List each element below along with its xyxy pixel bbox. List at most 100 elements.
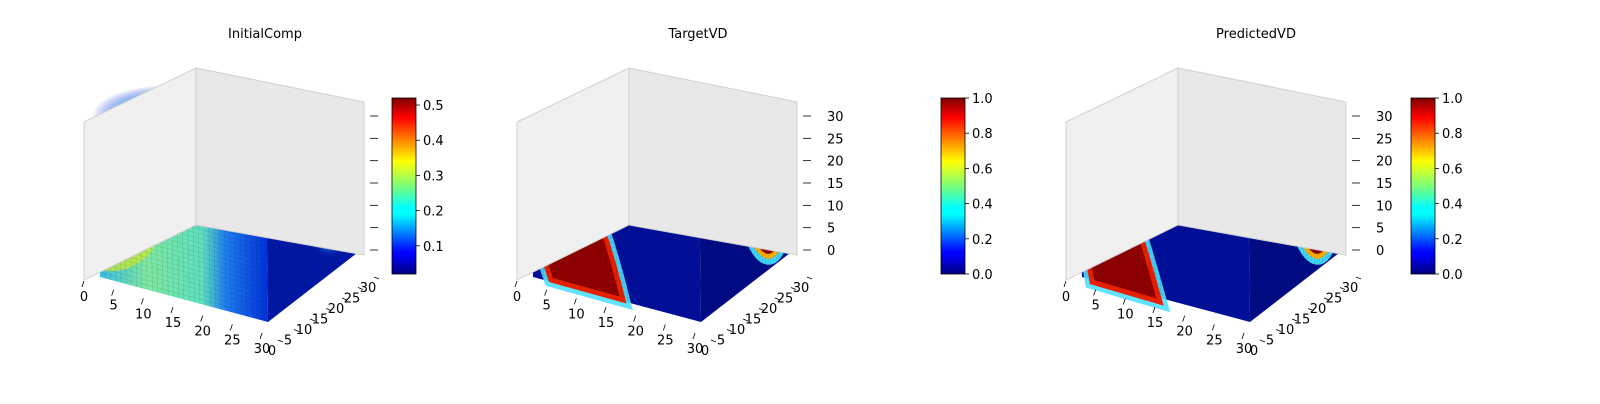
colorbar-tick-label: 0.1 [423,240,444,255]
colorbar-tick-label: 0.3 [423,169,444,184]
x-tick-mark [663,324,665,330]
x-tick-label: 25 [1206,333,1223,348]
back-wall-right [629,68,797,255]
z-tick-label: 30 [1376,110,1393,125]
x-tick-label: 0 [1062,290,1070,305]
colorbar-1: 0.00.20.40.60.81.0 [941,92,993,283]
x-tick-mark [545,290,547,296]
x-tick-label: 0 [80,290,88,305]
colorbar-tick-label: 1.0 [1442,92,1463,107]
x-tick-mark [1183,316,1185,322]
back-wall-right [1178,68,1346,255]
x-tick-mark [574,298,576,304]
y-tick-label: 30 [1342,281,1359,296]
colorbar-gradient [1411,98,1435,274]
x-tick-label: 10 [1117,307,1134,322]
z-tick-label: 25 [827,132,844,147]
y-tick-mark [807,277,812,279]
x-tick-mark [171,307,173,313]
x-tick-label: 15 [598,316,615,331]
x-tick-mark [260,333,262,339]
y-tick-mark [1356,277,1361,279]
colorbar-tick-label: 0.2 [972,233,993,248]
z-tick-label: 0 [1376,244,1384,259]
y-tick-label: 0 [268,344,276,359]
x-tick-mark [693,333,695,339]
y-tick-label: 15 [1294,313,1311,328]
y-tick-label: 10 [296,323,313,338]
x-tick-label: 5 [543,299,551,314]
y-tick-label: 10 [1278,323,1295,338]
colorbar-tick-label: 0.4 [1442,198,1463,213]
x-tick-label: 5 [110,299,118,314]
z-tick-label: 30 [827,110,844,125]
x-tick-mark [1064,281,1066,287]
colorbar-tick-label: 0.6 [1442,162,1463,177]
z-tick-label: 20 [827,155,844,170]
colorbar-tick-label: 0.4 [972,198,993,213]
y-tick-label: 15 [745,313,762,328]
y-tick-label: 5 [284,334,292,349]
x-tick-label: 10 [568,307,585,322]
y-tick-label: 15 [312,313,329,328]
y-tick-mark [278,340,283,342]
x-tick-mark [201,316,203,322]
z-tick-label: 5 [1376,222,1384,237]
z-tick-label: 10 [1376,199,1393,214]
y-tick-label: 30 [360,281,377,296]
colorbar-tick-label: 1.0 [972,92,993,107]
x-tick-label: 5 [1092,299,1100,314]
y-tick-mark [374,277,379,279]
y-tick-label: 30 [793,281,810,296]
x-tick-mark [1212,324,1214,330]
z-tick-label: 20 [1376,155,1393,170]
x-tick-mark [1153,307,1155,313]
y-tick-mark [711,340,716,342]
x-tick-mark [82,281,84,287]
x-tick-label: 20 [1176,325,1193,340]
panel-title-initialcomp: InitialComp [228,27,302,42]
colorbar-tick-label: 0.8 [1442,127,1463,142]
z-tick-label: 0 [827,244,835,259]
y-tick-label: 25 [1326,292,1343,307]
z-tick-label: 15 [827,177,844,192]
x-tick-mark [1242,333,1244,339]
panel-title-predictedvd: PredictedVD [1216,27,1296,42]
x-tick-label: 25 [657,333,674,348]
y-tick-label: 5 [1266,334,1274,349]
y-tick-label: 10 [729,323,746,338]
x-tick-label: 0 [513,290,521,305]
y-tick-label: 5 [717,334,725,349]
x-tick-mark [112,290,114,296]
x-tick-mark [230,324,232,330]
back-wall-right [196,68,364,255]
x-tick-mark [604,307,606,313]
z-tick-label: 15 [1376,177,1393,192]
y-tick-label: 25 [344,292,361,307]
x-tick-mark [634,316,636,322]
colorbar-0: 0.10.20.30.40.5 [392,98,444,274]
y-tick-label: 25 [777,292,794,307]
colorbar-tick-label: 0.2 [423,205,444,220]
y-tick-label: 20 [1310,302,1327,317]
colorbar-2: 0.00.20.40.60.81.0 [1411,92,1463,283]
y-tick-label: 0 [701,344,709,359]
x-tick-label: 15 [165,316,182,331]
y-tick-label: 20 [761,302,778,317]
panel-title-targetvd: TargetVD [668,27,727,42]
x-tick-mark [1123,298,1125,304]
x-tick-label: 10 [135,307,152,322]
x-tick-mark [515,281,517,287]
y-tick-mark [1260,340,1265,342]
colorbar-tick-label: 0.4 [423,134,444,149]
y-tick-label: 0 [1250,344,1258,359]
colorbar-tick-label: 0.8 [972,127,993,142]
x-tick-mark [141,298,143,304]
z-tick-label: 10 [827,199,844,214]
x-tick-label: 20 [627,325,644,340]
z-tick-label: 5 [827,222,835,237]
